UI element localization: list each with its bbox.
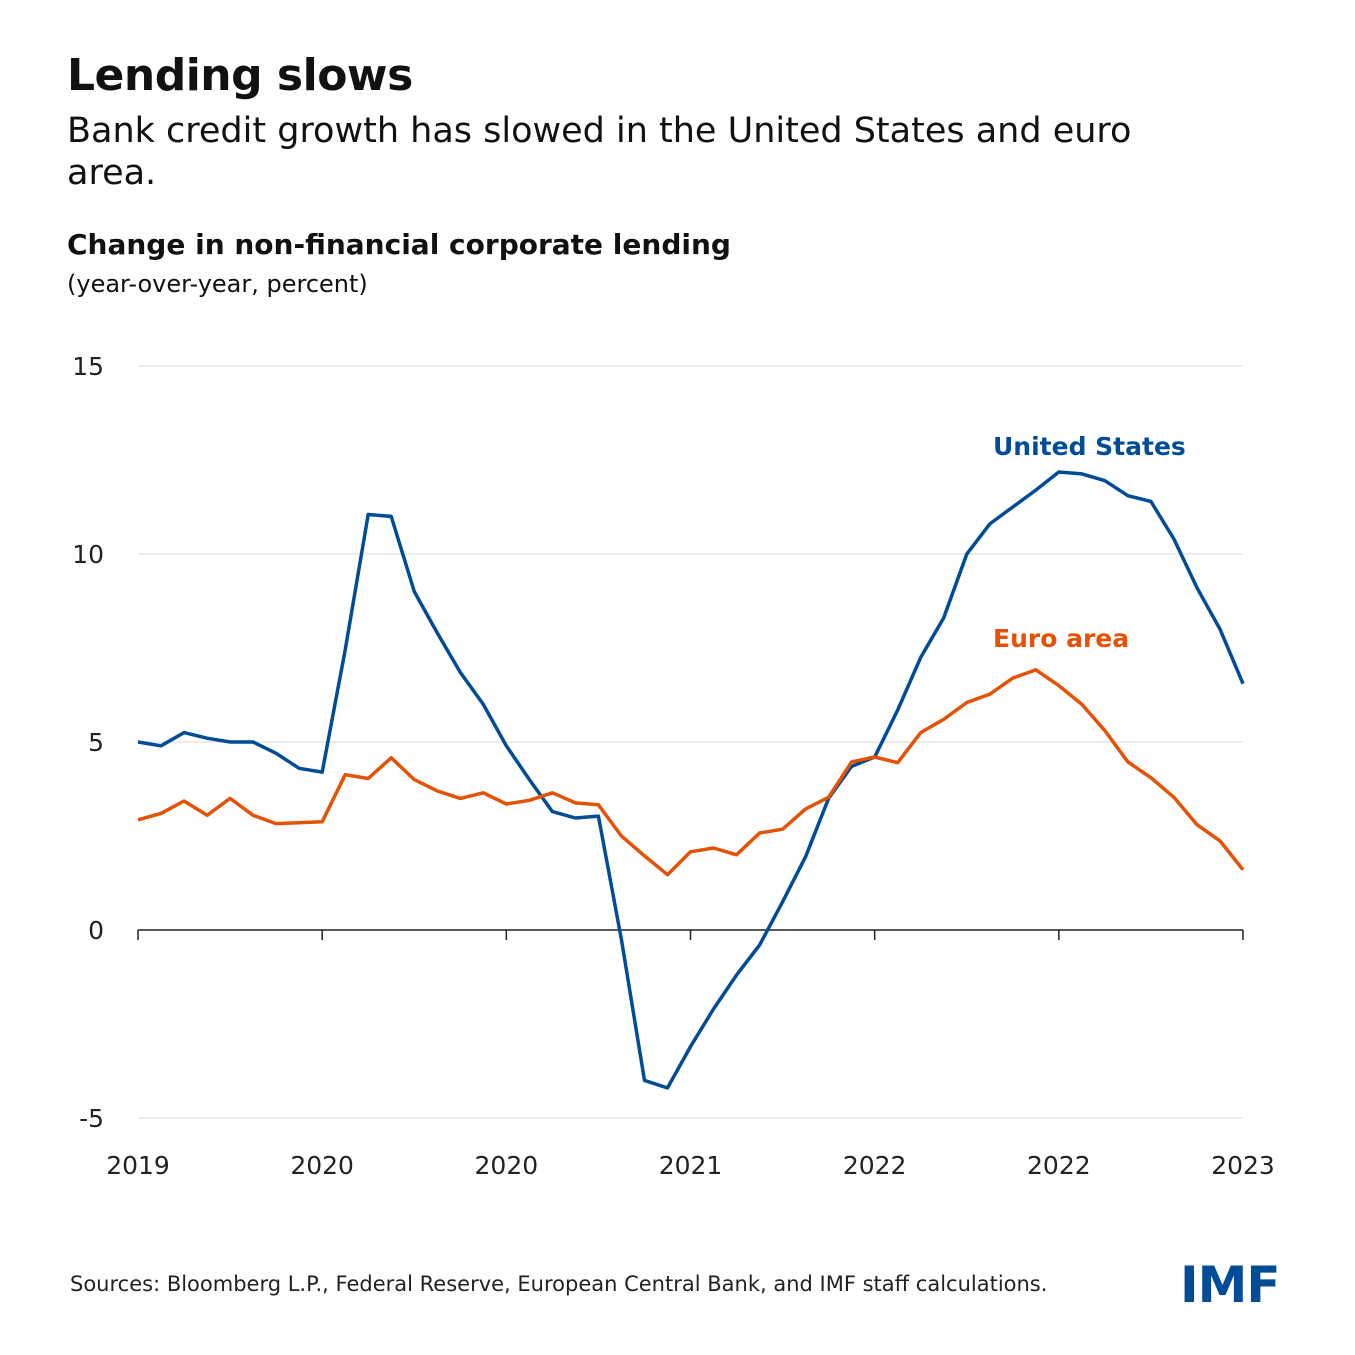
y-tick-label: 0 bbox=[88, 916, 104, 945]
page-title: Lending slows bbox=[67, 50, 413, 101]
series-line-euro-area bbox=[137, 668, 1245, 877]
series-line-united-states bbox=[137, 470, 1245, 1090]
y-tick-label: -5 bbox=[79, 1104, 104, 1133]
x-tick-label: 2022 bbox=[1027, 1151, 1091, 1180]
page-subtitle: Bank credit growth has slowed in the Uni… bbox=[67, 111, 1132, 193]
x-tick-label: 2023 bbox=[1211, 1151, 1275, 1180]
x-tick-label: 2021 bbox=[659, 1151, 723, 1180]
x-tick-label: 2019 bbox=[106, 1151, 170, 1180]
chart-title: Change in non-financial corporate lendin… bbox=[67, 228, 731, 261]
series-label: Euro area bbox=[993, 624, 1129, 653]
y-tick-label: 5 bbox=[88, 728, 104, 757]
y-tick-label: 15 bbox=[72, 352, 104, 381]
x-tick-label: 2022 bbox=[843, 1151, 907, 1180]
x-tick-label: 2020 bbox=[475, 1151, 539, 1180]
chart-unit: (year-over-year, percent) bbox=[67, 270, 368, 298]
x-tick-label: 2020 bbox=[290, 1151, 354, 1180]
source-note: Sources: Bloomberg L.P., Federal Reserve… bbox=[70, 1272, 1048, 1296]
series-label: United States bbox=[993, 432, 1186, 461]
y-tick-label: 10 bbox=[72, 540, 104, 569]
imf-logo: IMF bbox=[1180, 1256, 1281, 1314]
